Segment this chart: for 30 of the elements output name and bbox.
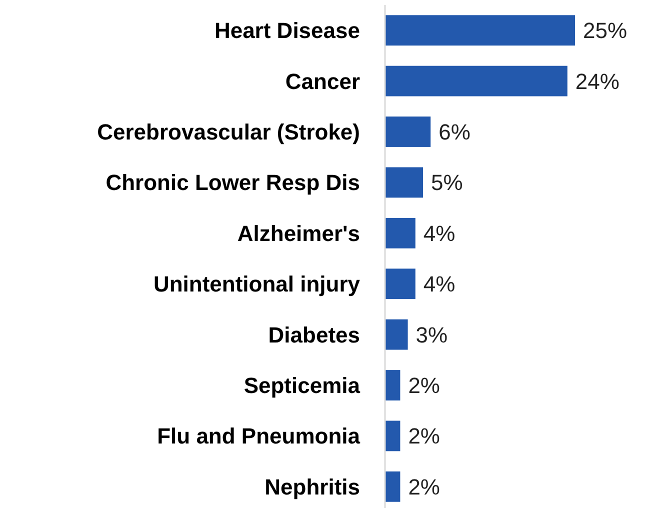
y-tick-label: Alzheimer's xyxy=(237,220,360,246)
bar xyxy=(385,66,568,96)
y-tick-label: Cerebrovascular (Stroke) xyxy=(97,119,360,144)
data-label: 24% xyxy=(575,68,620,94)
data-label: 2% xyxy=(408,474,440,500)
y-tick-label: Nephritis xyxy=(264,474,360,500)
y-tick-label: Septicemia xyxy=(244,372,361,398)
bar xyxy=(385,116,431,147)
y-tick-label: Chronic Lower Resp Dis xyxy=(106,170,360,196)
bar xyxy=(385,319,408,350)
bar xyxy=(385,268,416,300)
y-tick-label: Heart Disease xyxy=(214,18,360,44)
bar xyxy=(385,420,400,452)
bar xyxy=(385,15,575,46)
bar xyxy=(385,218,416,248)
y-tick-label: Flu and Pneumonia xyxy=(157,424,361,449)
data-label: 2% xyxy=(408,372,440,398)
data-label: 2% xyxy=(408,424,440,449)
data-label: 4% xyxy=(423,272,456,297)
bar xyxy=(385,167,423,198)
data-label: 3% xyxy=(416,322,448,348)
data-label: 5% xyxy=(431,170,463,196)
bar xyxy=(385,471,400,502)
y-tick-label: Unintentional injury xyxy=(153,272,361,297)
data-label: 6% xyxy=(438,119,470,144)
data-label: 4% xyxy=(423,220,456,246)
y-tick-label: Cancer xyxy=(285,68,360,94)
bar xyxy=(385,370,400,400)
y-tick-label: Diabetes xyxy=(268,322,360,348)
data-label: 25% xyxy=(583,18,628,44)
